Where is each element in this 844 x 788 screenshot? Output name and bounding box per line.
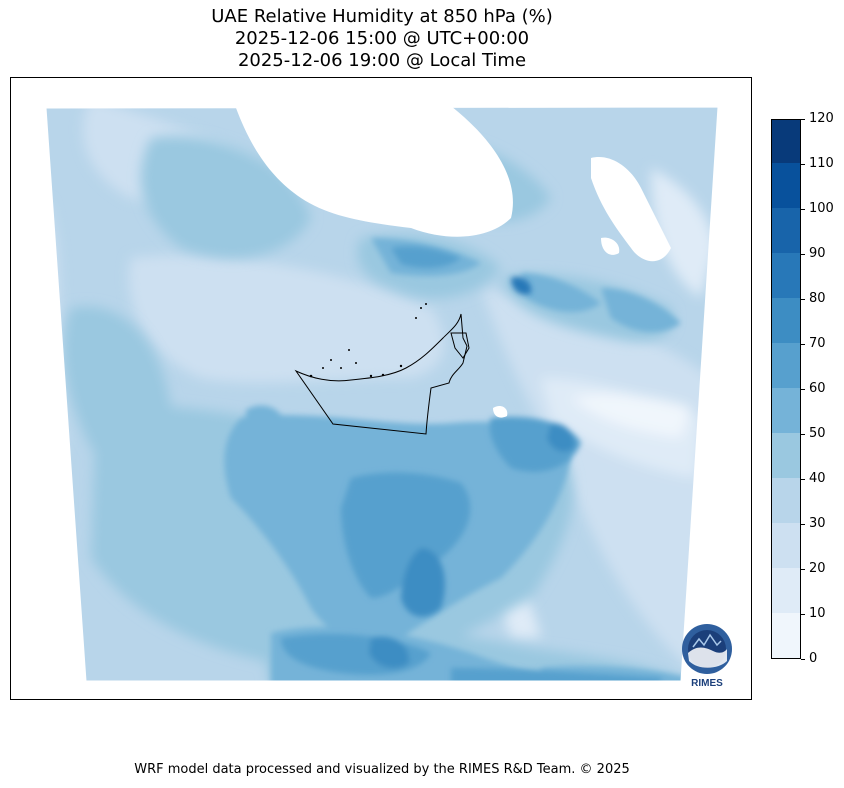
colorbar-tick-mark [801,569,805,570]
title-line-utc-time: 2025-12-06 15:00 @ UTC+00:00 [234,28,530,49]
uae-boundary [294,313,470,435]
colorbar-tick-mark [801,389,805,390]
colorbar-tick-mark [801,434,805,435]
title-line-local-time: 2025-12-06 19:00 @ Local Time [237,50,527,71]
colorbar-tick-label: 70 [809,336,826,351]
colorbar-segment [772,477,800,523]
colorbar-tick-label: 20 [809,561,826,576]
colorbar-tick-label: 100 [809,201,834,216]
colorbar-tick-label: 120 [809,111,834,126]
colorbar-tick-mark [801,119,805,120]
colorbar-tick-mark [801,659,805,660]
title-line-variable: UAE Relative Humidity at 850 hPa (%) [211,6,553,27]
colorbar-tick-label: 60 [809,381,826,396]
colorbar-segment [772,297,800,343]
colorbar-tick-label: 10 [809,606,826,621]
colorbar-tick-label: 90 [809,246,826,261]
colorbar-segment [772,342,800,388]
colorbar-segment [772,252,800,298]
coastal-islands [309,303,427,378]
colorbar-segment [772,162,800,208]
colorbar-tick-mark [801,299,805,300]
colorbar-tick-mark [801,479,805,480]
humidity-field [46,107,718,681]
chart-title: UAE Relative Humidity at 850 hPa (%) 202… [10,6,754,72]
colorbar-segment [772,612,800,658]
colorbar-tick-mark [801,614,805,615]
colorbar-tick-label: 80 [809,291,826,306]
rimes-emblem-icon [682,624,732,674]
colorbar-segment [772,432,800,478]
colorbar-tick-mark [801,344,805,345]
map-panel: RIMES [10,77,752,700]
colorbar-tick-mark [801,524,805,525]
colorbar-tick-label: 110 [809,156,834,171]
colorbar-tick-label: 0 [809,651,818,666]
colorbar-segment [772,387,800,433]
rimes-logo: RIMES [679,621,735,689]
rimes-logo-text: RIMES [691,678,723,689]
colorbar-tick-mark [801,209,805,210]
colorbar [771,119,801,659]
colorbar-tick-mark [801,254,805,255]
colorbar-tick-mark [801,164,805,165]
colorbar-segment [772,567,800,613]
colorbar-tick-label: 30 [809,516,826,531]
colorbar-tick-label: 40 [809,471,826,486]
colorbar-segment [772,120,800,163]
colorbar-segment [772,522,800,568]
colorbar-tick-label: 50 [809,426,826,441]
colorbar-ticks: 0 10 20 30 40 50 60 70 80 90 100 110 120 [801,111,841,666]
humidity-map [45,106,719,682]
colorbar-segment [772,207,800,253]
footer-credit: WRF model data processed and visualized … [134,762,630,777]
